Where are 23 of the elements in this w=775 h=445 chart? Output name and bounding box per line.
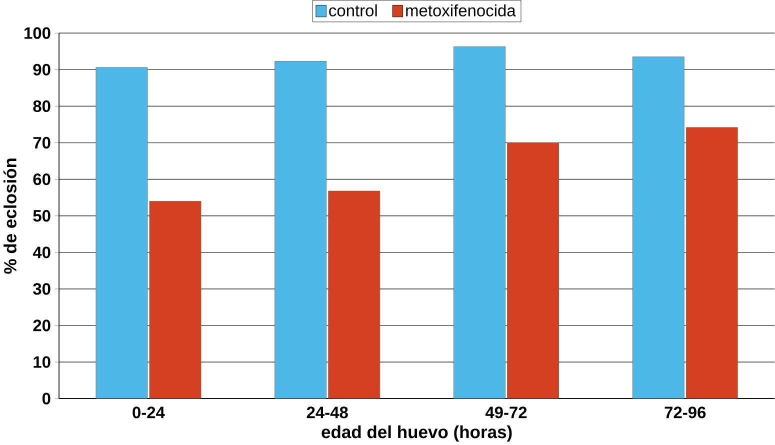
y-tick-label: 70 <box>33 136 50 149</box>
y-tick-label: 20 <box>33 320 50 332</box>
y-axis-title: % de eclosión <box>3 158 16 274</box>
x-tick-label: 72-96 <box>664 406 706 418</box>
x-tick-label: 0-24 <box>132 406 165 418</box>
x-axis-title: edad del huevo (horas) <box>322 425 512 442</box>
y-tick-label: 60 <box>33 173 50 186</box>
legend-label: metoxifenocida <box>406 4 516 16</box>
y-tick-label: 50 <box>33 210 50 222</box>
x-tick-label: 24-48 <box>306 406 348 418</box>
y-tick-label: 10 <box>34 356 50 368</box>
x-tick-label: 49-72 <box>485 406 527 418</box>
bar <box>454 46 506 399</box>
bar <box>274 60 327 399</box>
y-tick-label: 0 <box>42 392 50 404</box>
bar <box>632 56 684 399</box>
bar <box>96 67 148 399</box>
y-tick-label: 40 <box>32 246 50 258</box>
y-tick-label: 90 <box>33 64 50 76</box>
y-tick-label: 30 <box>33 283 50 295</box>
y-tick-label: 80 <box>33 100 50 112</box>
y-tick-label: 100 <box>24 27 50 39</box>
legend-label: control <box>329 4 377 16</box>
